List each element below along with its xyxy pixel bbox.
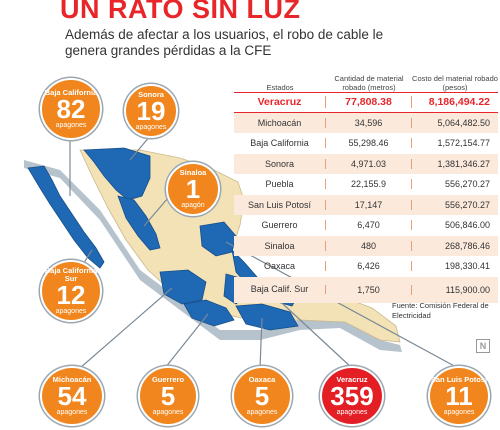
table-row: Puebla 22,155.9 556,270.27 xyxy=(234,174,498,195)
cell-estado: Oaxaca xyxy=(234,261,326,272)
table-row: Oaxaca 6,426 198,330.41 xyxy=(234,256,498,277)
data-table: Estados Cantidad de material robado (met… xyxy=(234,66,498,303)
bubble-count: 54 xyxy=(57,380,87,411)
bubble-state-name: Baja California Sur xyxy=(44,265,98,283)
cell-estado: Sonora xyxy=(234,158,326,169)
col-header-pesos: Costo del material robado (pesos) xyxy=(412,74,498,92)
bubble-state-name: Sonora xyxy=(138,89,164,99)
cell-pesos: 268,786.46 xyxy=(444,240,490,251)
bubble-count: 5 xyxy=(254,380,270,411)
map-sinaloa xyxy=(117,195,161,251)
cell-pesos: 1,572,154.77 xyxy=(437,138,490,149)
cell-metros: 480 xyxy=(326,240,412,251)
page-subtitle: Además de afectar a los usuarios, el rob… xyxy=(65,27,384,58)
cell-estado: Sinaloa xyxy=(234,240,326,251)
cell-pesos: 5,064,482.50 xyxy=(437,117,490,128)
cell-metros: 17,147 xyxy=(326,199,412,210)
cell-metros: 77,808.38 xyxy=(326,96,412,109)
cell-pesos: 115,900.00 xyxy=(445,284,490,295)
bubble-count: 12 xyxy=(56,279,86,310)
bubble-san-luis-potosi: San Luis Potosí 11 apagones xyxy=(428,366,490,426)
bubble-count: 359 xyxy=(330,380,374,411)
bubble-state-name: Guerrero xyxy=(151,374,185,384)
table-row: Sonora 4,971.03 1,381,346.27 xyxy=(234,153,498,174)
table-row: Baja Calif. Sur 1,750 115,900.00 xyxy=(234,276,498,303)
map-guerrero xyxy=(183,299,235,327)
bubble-unit: apagones xyxy=(55,121,87,129)
cell-pesos: 556,270.27 xyxy=(444,199,490,210)
source-note: Fuente: Comisión Federal de Electricidad xyxy=(392,301,489,320)
cell-metros: 34,596 xyxy=(326,117,412,128)
bubble-count: 5 xyxy=(160,380,176,411)
bubble-unit: apagones xyxy=(336,408,368,416)
bubble-unit: apagones xyxy=(135,123,167,131)
bubble-connectors xyxy=(69,135,459,369)
bubble-veracruz: Veracruz 359 apagones xyxy=(320,366,384,426)
bubble-oaxaca: Oaxaca 5 apagones xyxy=(232,366,292,426)
table-row: San Luis Potosí 17,147 556,270.27 xyxy=(234,194,498,215)
cell-metros: 22,155.9 xyxy=(326,179,412,190)
bubble-sonora: Sonora 19 apagones xyxy=(124,84,178,138)
cell-estado: Baja California xyxy=(234,138,326,149)
map-side-shadow xyxy=(24,160,402,352)
table-row: Veracruz 77,808.38 8,186,494.22 xyxy=(234,92,498,113)
cell-metros: 4,971.03 xyxy=(326,158,412,169)
bubble-count: 82 xyxy=(56,93,86,124)
table-header: Estados Cantidad de material robado (met… xyxy=(234,66,498,92)
bubble-unit: apagones xyxy=(246,408,278,416)
cell-pesos: 1,381,346.27 xyxy=(437,158,490,169)
cell-estado: Baja Calif. Sur xyxy=(234,285,326,294)
cell-estado: Puebla xyxy=(234,179,326,190)
cell-pesos: 556,270.27 xyxy=(444,179,490,190)
bubble-michoacan: Michoacán 54 apagones xyxy=(40,366,104,426)
bubble-guerrero: Guerrero 5 apagones xyxy=(138,366,198,426)
col-header-metros: Cantidad de material robado (metros) xyxy=(334,74,404,92)
cell-estado: Veracruz xyxy=(234,96,326,109)
bubble-state-name: San Luis Potosí xyxy=(430,374,488,384)
bubble-count: 1 xyxy=(185,173,201,204)
cell-metros: 6,470 xyxy=(326,220,412,231)
bubble-unit: apagones xyxy=(55,307,87,315)
cell-estado: San Luis Potosí xyxy=(234,199,326,210)
cell-metros: 6,426 xyxy=(326,261,412,272)
map-michoacan xyxy=(159,269,207,305)
cell-pesos: 506,846.00 xyxy=(444,220,490,231)
bubble-state-name: Sinaloa xyxy=(179,167,207,177)
bubble-count: 19 xyxy=(136,95,166,126)
cell-estado: Guerrero xyxy=(234,220,326,231)
table-row: Baja California 55,298.46 1,572,154.77 xyxy=(234,133,498,154)
cell-metros: 55,298.46 xyxy=(326,138,412,149)
bubble-state-name: Oaxaca xyxy=(248,374,276,384)
bubble-unit: apagones xyxy=(443,408,475,416)
bubble-state-name: Michoacán xyxy=(52,374,92,384)
bubble-unit: apagones xyxy=(56,408,88,416)
bubble-unit: apagón xyxy=(181,201,205,209)
cell-pesos: 198,330.41 xyxy=(444,261,490,272)
bubble-state-name: Baja California xyxy=(44,87,98,97)
bubble-baja-california-sur: Baja California Sur 12 apagones xyxy=(40,260,102,322)
bubble-sinaloa: Sinaloa 1 apagón xyxy=(166,162,220,216)
map-baja-california xyxy=(27,165,105,269)
table-row: Michoacán 34,596 5,064,482.50 xyxy=(234,112,498,133)
table-row: Guerrero 6,470 506,846.00 xyxy=(234,215,498,236)
col-header-estados: Estados xyxy=(266,83,294,92)
bubble-count: 11 xyxy=(445,380,473,411)
bubble-baja-california: Baja California 82 apagones xyxy=(40,78,102,140)
page-title: UN RATO SIN LUZ xyxy=(60,0,301,24)
bubble-state-name: Veracruz xyxy=(336,374,368,384)
cell-estado: Michoacán xyxy=(234,117,326,128)
bubble-unit: apagones xyxy=(152,408,184,416)
map-oaxaca xyxy=(235,303,299,331)
cell-pesos: 8,186,494.22 xyxy=(428,96,490,109)
table-row: Sinaloa 480 268,786.46 xyxy=(234,235,498,256)
table-body: Veracruz 77,808.38 8,186,494.22 Michoacá… xyxy=(234,92,498,303)
publisher-logo: N xyxy=(476,339,490,353)
cell-metros: 1,750 xyxy=(326,284,412,295)
